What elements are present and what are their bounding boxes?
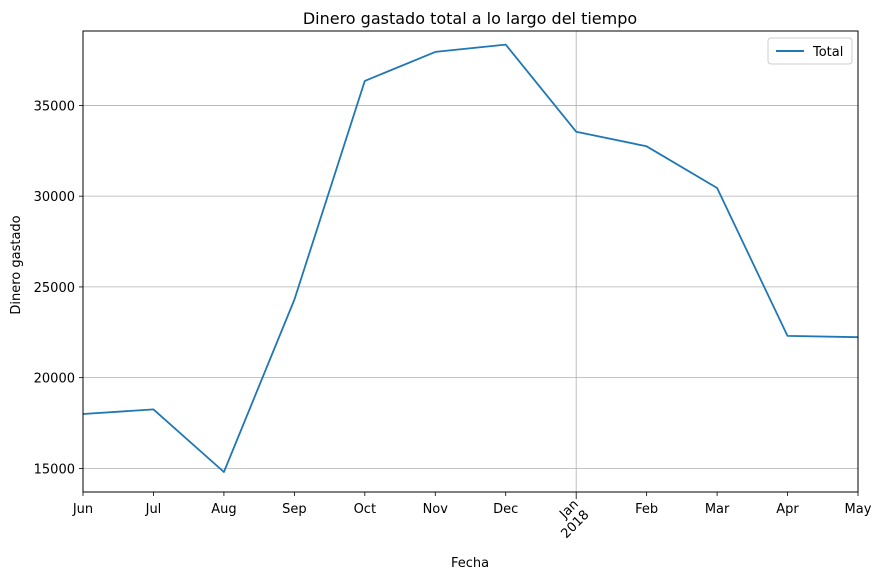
data-point — [505, 43, 507, 45]
x-tick-label: Mar — [705, 502, 730, 517]
y-tick-label: 30000 — [34, 190, 75, 205]
data-point — [575, 131, 577, 133]
y-axis-label: Dinero gastado — [9, 215, 24, 314]
y-axis: 15000 20000 25000 30000 35000 — [34, 99, 83, 477]
series-layer — [82, 43, 859, 473]
y-tick-label: 15000 — [34, 462, 75, 477]
series-line-total — [82, 43, 859, 473]
x-tick-label: May — [845, 502, 872, 517]
data-point — [293, 298, 295, 300]
data-point — [152, 408, 154, 410]
y-tick-label: 25000 — [34, 281, 75, 296]
x-tick-label: Nov — [423, 502, 449, 517]
x-tick-label: Feb — [635, 502, 658, 517]
x-tick-label: Apr — [776, 502, 799, 517]
x-tick-label: Jul — [145, 502, 162, 517]
grid — [83, 31, 858, 492]
legend: Total — [767, 37, 853, 65]
x-tick-label: Dec — [493, 502, 518, 517]
x-tick-label: Sep — [282, 502, 307, 517]
data-point — [786, 335, 788, 337]
data-point — [716, 187, 718, 189]
y-tick-label: 35000 — [34, 99, 75, 114]
chart-title: Dinero gastado total a lo largo del tiem… — [303, 9, 637, 28]
legend-box — [767, 37, 853, 65]
x-tick-label: Oct — [354, 502, 376, 517]
data-point — [364, 80, 366, 82]
x-tick-label: Aug — [211, 502, 236, 517]
x-axis-label: Fecha — [451, 556, 489, 571]
y-tick-label: 20000 — [34, 372, 75, 387]
data-point — [223, 471, 225, 473]
data-point — [434, 51, 436, 53]
data-point — [645, 145, 647, 147]
x-tick-label: Jun — [72, 502, 93, 517]
plot-frame — [82, 30, 859, 493]
legend-label-total: Total — [812, 45, 843, 60]
